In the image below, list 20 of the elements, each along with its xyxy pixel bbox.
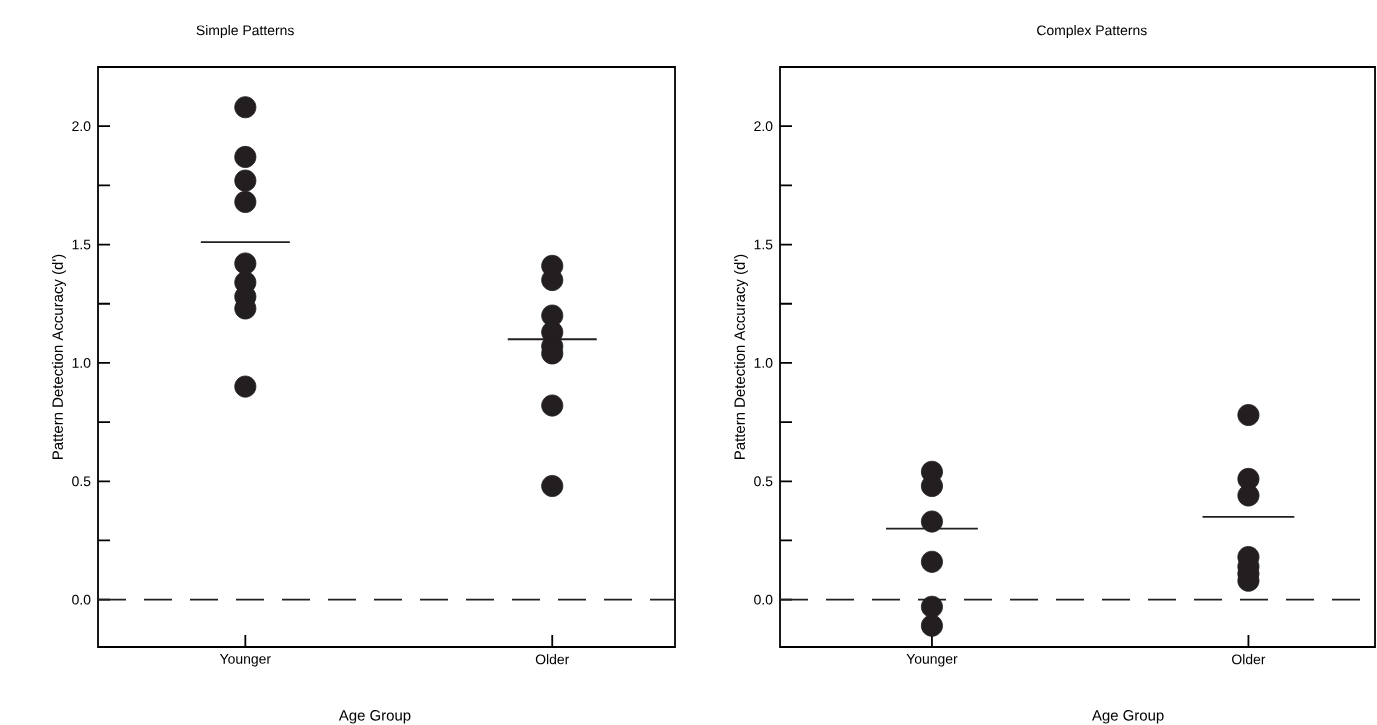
y-tick-label: 1.0 — [72, 358, 91, 368]
x-tick-label: Younger — [219, 654, 271, 667]
y-axis-title: Pattern Detection Accuracy (d') — [734, 254, 748, 459]
y-tick-label: 1.0 — [754, 358, 773, 368]
y-tick-label: 0.5 — [72, 476, 91, 487]
y-tick-label: 1.5 — [754, 239, 773, 250]
x-tick-label: Younger — [906, 654, 958, 667]
x-tick-label: Older — [535, 654, 570, 665]
y-tick-label: 0.5 — [754, 476, 773, 487]
y-tick-label: 2.0 — [72, 121, 91, 132]
y-tick-label: 0.0 — [72, 594, 91, 605]
chart-title: Complex Patterns — [1037, 25, 1147, 39]
x-tick-label: Older — [1232, 654, 1266, 665]
x-axis-title: Age Group — [1092, 710, 1164, 724]
y-axis-title: Pattern Detection Accuracy (d') — [51, 254, 66, 459]
y-tick-label: 1.5 — [72, 239, 91, 250]
x-axis-title: Age Group — [338, 710, 411, 724]
y-tick-label: 0.0 — [754, 594, 773, 605]
chart-title: Simple Patterns — [196, 25, 294, 39]
y-tick-label: 2.0 — [754, 121, 773, 132]
